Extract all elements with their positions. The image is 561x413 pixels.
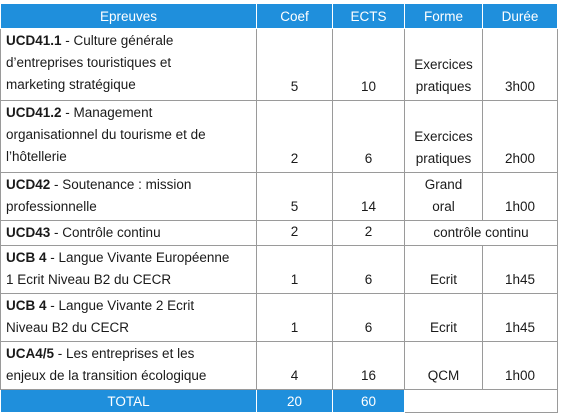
epreuve-title: - Management	[61, 105, 153, 120]
table-row: UCD42 - Soutenance : mission professionne…	[0, 172, 558, 221]
epreuve-title-line: organisationnel du tourisme et de	[6, 127, 206, 142]
forme-line: Exercices	[414, 57, 473, 72]
epreuve-title-line: d’entreprises touristiques et	[6, 55, 172, 70]
epreuve-cell: UCB 4 - Langue Vivante Européenne 1 Ecrit…	[0, 245, 257, 294]
ects-cell: 14	[332, 172, 405, 221]
epreuve-code: UCB 4	[6, 298, 47, 313]
coef-cell: 5	[256, 172, 333, 221]
forme-cell: Ecrit	[404, 245, 483, 294]
total-coef: 20	[256, 389, 333, 413]
epreuve-title-line: enjeux de la transition écologique	[6, 368, 207, 383]
epreuve-title-line: professionnelle	[6, 199, 97, 214]
forme-cell: Exercices pratiques	[404, 28, 483, 101]
epreuve-code: UCD41.1	[6, 33, 62, 48]
ects-cell: 6	[332, 293, 405, 342]
header-forme: Forme	[404, 3, 483, 29]
total-row: TOTAL 20 60	[0, 389, 558, 413]
epreuve-title: - Contrôle continu	[50, 225, 161, 240]
epreuve-title: - Soutenance : mission	[50, 177, 192, 192]
epreuve-line: UCD42 - Soutenance : mission	[6, 174, 252, 196]
forme-cell: QCM	[404, 341, 483, 390]
epreuve-code: UCB 4	[6, 250, 47, 265]
coef-cell: 2	[256, 220, 333, 246]
epreuve-cell: UCD42 - Soutenance : mission professionne…	[0, 172, 257, 221]
epreuve-title-line: l’hôtellerie	[6, 149, 67, 164]
epreuve-cell: UCD41.2 - Management organisationnel du t…	[0, 100, 257, 173]
epreuve-cell: UCA4/5 - Les entreprises et les enjeux de…	[0, 341, 257, 390]
duree-cell: 1h45	[482, 293, 558, 342]
table-body: UCD41.1 - Culture générale d’entreprises …	[0, 28, 558, 390]
forme-line: pratiques	[415, 151, 472, 166]
forme-line: oral	[432, 199, 455, 214]
forme-line: QCM	[427, 368, 460, 383]
total-blank	[404, 389, 558, 413]
header-ects: ECTS	[332, 3, 405, 29]
coef-cell: 2	[256, 100, 333, 173]
duree-cell: 1h00	[482, 341, 558, 390]
header-duree: Durée	[482, 3, 558, 29]
epreuve-line: UCB 4 - Langue Vivante Européenne	[6, 247, 252, 269]
forme-cell: Ecrit	[404, 293, 483, 342]
ects-cell: 16	[332, 341, 405, 390]
epreuve-title: - Langue Vivante Européenne	[46, 250, 230, 265]
table-row: UCB 4 - Langue Vivante 2 Ecrit Niveau B2 …	[0, 293, 558, 342]
header-row: Epreuves Coef ECTS Forme Durée	[0, 3, 558, 29]
duree-cell: 1h45	[482, 245, 558, 294]
ects-cell: 6	[332, 245, 405, 294]
total-label: TOTAL	[0, 389, 257, 413]
epreuve-code: UCA4/5	[6, 346, 55, 361]
epreuve-title-line: marketing stratégique	[6, 77, 136, 92]
exam-table: Epreuves Coef ECTS Forme Durée UCD41.1 -…	[0, 3, 558, 413]
coef-cell: 5	[256, 28, 333, 101]
epreuve-line: UCD41.1 - Culture générale	[6, 30, 252, 52]
forme-cell: Grand oral	[404, 172, 483, 221]
forme-line: Ecrit	[430, 320, 457, 335]
header-epreuves: Epreuves	[0, 3, 257, 29]
coef-cell: 1	[256, 293, 333, 342]
epreuve-title: - Les entreprises et les	[54, 346, 195, 361]
forme-line: Exercices	[414, 129, 473, 144]
epreuve-cell: UCD41.1 - Culture générale d’entreprises …	[0, 28, 257, 101]
epreuve-title-line: 1 Ecrit Niveau B2 du CECR	[6, 272, 172, 287]
epreuve-line: UCD41.2 - Management	[6, 102, 252, 124]
forme-duree-cell: contrôle continu	[404, 220, 558, 246]
epreuve-title: - Langue Vivante 2 Ecrit	[46, 298, 195, 313]
table-row: UCA4/5 - Les entreprises et les enjeux de…	[0, 341, 558, 390]
forme-line: Grand	[424, 177, 463, 192]
header-coef: Coef	[256, 3, 333, 29]
epreuve-title-line: Niveau B2 du CECR	[6, 320, 130, 335]
duree-cell: 2h00	[482, 100, 558, 173]
duree-cell: 1h00	[482, 172, 558, 221]
epreuve-line: UCA4/5 - Les entreprises et les	[6, 343, 252, 365]
table-row: UCD41.1 - Culture générale d’entreprises …	[0, 28, 558, 101]
coef-cell: 4	[256, 341, 333, 390]
forme-line: Ecrit	[430, 272, 457, 287]
table-row: UCD43 - Contrôle continu 2 2 contrôle conti…	[0, 220, 558, 246]
table-row: UCD41.2 - Management organisationnel du t…	[0, 100, 558, 173]
table-row: UCB 4 - Langue Vivante Européenne 1 Ecrit…	[0, 245, 558, 294]
ects-cell: 6	[332, 100, 405, 173]
ects-cell: 2	[332, 220, 405, 246]
forme-line: pratiques	[415, 79, 472, 94]
epreuve-title: - Culture générale	[61, 33, 174, 48]
ects-cell: 10	[332, 28, 405, 101]
forme-cell: Exercices pratiques	[404, 100, 483, 173]
epreuve-line: UCB 4 - Langue Vivante 2 Ecrit	[6, 295, 252, 317]
epreuve-code: UCD42	[6, 177, 51, 192]
total-ects: 60	[332, 389, 405, 413]
epreuve-cell: UCD43 - Contrôle continu	[0, 220, 257, 246]
epreuve-cell: UCB 4 - Langue Vivante 2 Ecrit Niveau B2 …	[0, 293, 257, 342]
duree-cell: 3h00	[482, 28, 558, 101]
epreuve-code: UCD43	[6, 225, 51, 240]
coef-cell: 1	[256, 245, 333, 294]
epreuve-code: UCD41.2	[6, 105, 62, 120]
epreuve-line: UCD43 - Contrôle continu	[6, 222, 252, 244]
